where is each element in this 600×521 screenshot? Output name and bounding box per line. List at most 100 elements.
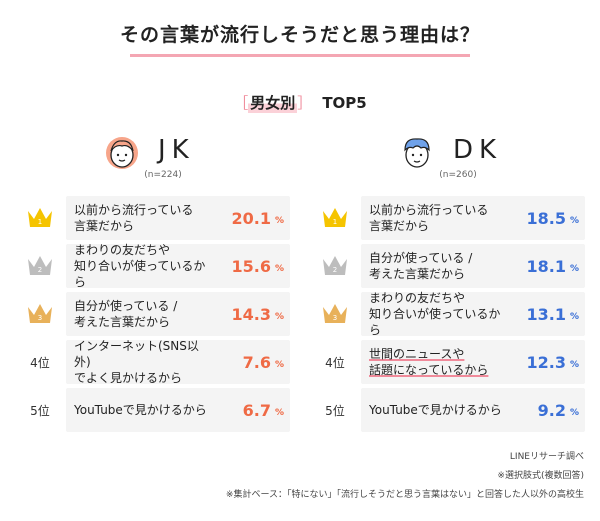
subtitle-top5: TOP5 [322,94,367,112]
rank-box: まわりの友だちや 知り合いが使っているから 13.1% [361,291,585,337]
dk-rank-row-1: 1 以前から流行っている 言葉だから 18.5% [315,196,585,240]
base-note: ※集計ベース：「特にない」「流行しそうだと思う言葉はない」と回答した人以外の高校… [225,490,584,500]
rank-marker: 1 [315,196,355,240]
value-number: 7.6 [242,352,271,372]
percent-value: 7.6% [243,340,284,384]
dk-sample-size: (n=260) [439,170,477,180]
crown-rank-2-icon: 2 [323,256,347,275]
reason-text: 以前から流行っている 言葉だから [74,203,194,233]
crown-rank-1-icon: 1 [323,208,347,227]
percent-sign: % [274,215,284,226]
jk-rank-row-3: 3 自分が使っている / 考えた言葉だから 14.3% [20,292,290,336]
boy-avatar-icon [404,138,430,168]
method-note: ※選択肢式(複数回答) [497,471,584,481]
percent-sign: % [569,311,579,322]
value-number: 18.1 [526,256,566,276]
percent-value: 9.2% [538,388,579,432]
dk-rank-row-3: 3 まわりの友だちや 知り合いが使っているから 13.1% [315,291,585,337]
rank-marker: 4位 [315,340,355,384]
rank-box: 以前から流行っている 言葉だから 18.5% [361,196,585,240]
crown-rank-number: 3 [38,314,42,322]
percent-value: 14.3% [231,292,284,336]
rank-label: 4位 [325,355,345,370]
percent-sign: % [569,263,579,274]
crown-rank-1-icon: 1 [28,208,52,227]
value-number: 13.1 [526,304,566,324]
percent-sign: % [569,359,579,370]
page-title: その言葉が流行しそうだと思う理由は？ [119,24,480,46]
crown-rank-number: 1 [333,218,337,226]
crown-rank-number: 2 [333,266,337,274]
rank-box: YouTubeで見かけるから 6.7% [66,388,290,432]
percent-value: 6.7% [243,388,284,432]
subtitle-bracket-close: ］ [297,94,313,112]
girl-avatar-icon [106,137,138,169]
rank-marker: 5位 [315,388,355,432]
rank-marker: 2 [315,244,355,288]
value-number: 15.6 [231,256,271,276]
rank-marker: 3 [20,292,60,336]
dk-rank-row-5: 5位 YouTubeで見かけるから 9.2% [315,388,585,432]
dk-rank-row-4: 4位 世間のニュースや 話題になっているから 12.3% [315,340,585,384]
reason-text: YouTubeで見かけるから [369,403,502,417]
value-number: 20.1 [231,208,271,228]
jk-header: JK [20,130,290,170]
reason-text: インターネット(SNS以外) でよく見かけるから [74,339,199,385]
subtitle-bracket-open: ［ [233,94,249,112]
percent-value: 18.1% [526,244,579,288]
rank-label: 4位 [30,355,50,370]
dk-rank-row-2: 2 自分が使っている / 考えた言葉だから 18.1% [315,244,585,288]
dk-label: DK [453,135,503,165]
reason-text: 以前から流行っている 言葉だから [369,203,489,233]
crown-rank-2-icon: 2 [28,256,52,275]
jk-rank-row-4: 4位 インターネット(SNS以外) でよく見かけるから 7.6% [20,339,290,385]
reason-text: まわりの友だちや 知り合いが使っているから [369,291,501,337]
jk-rank-row-2: 2 まわりの友だちや 知り合いが使っているから 15.6% [20,243,290,289]
rank-label: 5位 [325,403,345,418]
rank-marker: 2 [20,244,60,288]
jk-sample-size: (n=224) [144,170,182,180]
reason-text: 世間のニュースや 話題になっているから [369,347,489,377]
value-number: 12.3 [526,352,566,372]
title-underline [130,54,470,57]
percent-value: 13.1% [526,292,579,336]
value-number: 6.7 [242,400,271,420]
value-number: 9.2 [537,400,566,420]
crown-rank-number: 2 [38,266,42,274]
rank-marker: 4位 [20,340,60,384]
jk-label: JK [158,135,195,165]
percent-sign: % [274,311,284,322]
percent-value: 20.1% [231,196,284,240]
percent-sign: % [274,263,284,274]
jk-rank-row-1: 1 以前から流行っている 言葉だから 20.1% [20,196,290,240]
reason-text: 自分が使っている / 考えた言葉だから [369,251,473,281]
subtitle-main: 男女別 [248,92,298,113]
crown-rank-number: 3 [333,314,337,322]
subtitle: ［ 男女別 ］ TOP5 [0,92,600,113]
rank-box: インターネット(SNS以外) でよく見かけるから 7.6% [66,339,290,385]
footnotes: LINEリサーチ調べ ※選択肢式(複数回答) ※集計ベース：「特にない」「流行し… [226,448,584,505]
rank-box: 以前から流行っている 言葉だから 20.1% [66,196,290,240]
rank-marker: 3 [315,292,355,336]
rank-box: 自分が使っている / 考えた言葉だから 18.1% [361,244,585,288]
percent-value: 15.6% [231,244,284,288]
percent-sign: % [569,215,579,226]
crown-rank-number: 1 [38,218,42,226]
percent-value: 18.5% [526,196,579,240]
reason-text: YouTubeで見かけるから [74,403,207,417]
reason-text: 自分が使っている / 考えた言葉だから [74,299,178,329]
rank-box: 世間のニュースや 話題になっているから 12.3% [361,340,585,384]
rank-marker: 1 [20,196,60,240]
percent-sign: % [274,359,284,370]
percent-value: 12.3% [526,340,579,384]
rank-label: 5位 [30,403,50,418]
source-note: LINEリサーチ調べ [509,452,584,462]
dk-header: DK [315,130,585,170]
percent-sign: % [274,407,284,418]
jk-rank-row-5: 5位 YouTubeで見かけるから 6.7% [20,388,290,432]
rank-marker: 5位 [20,388,60,432]
value-number: 14.3 [231,304,271,324]
rank-box: まわりの友だちや 知り合いが使っているから 15.6% [66,243,290,289]
reason-text: まわりの友だちや 知り合いが使っているから [74,243,206,289]
rank-box: 自分が使っている / 考えた言葉だから 14.3% [66,292,290,336]
